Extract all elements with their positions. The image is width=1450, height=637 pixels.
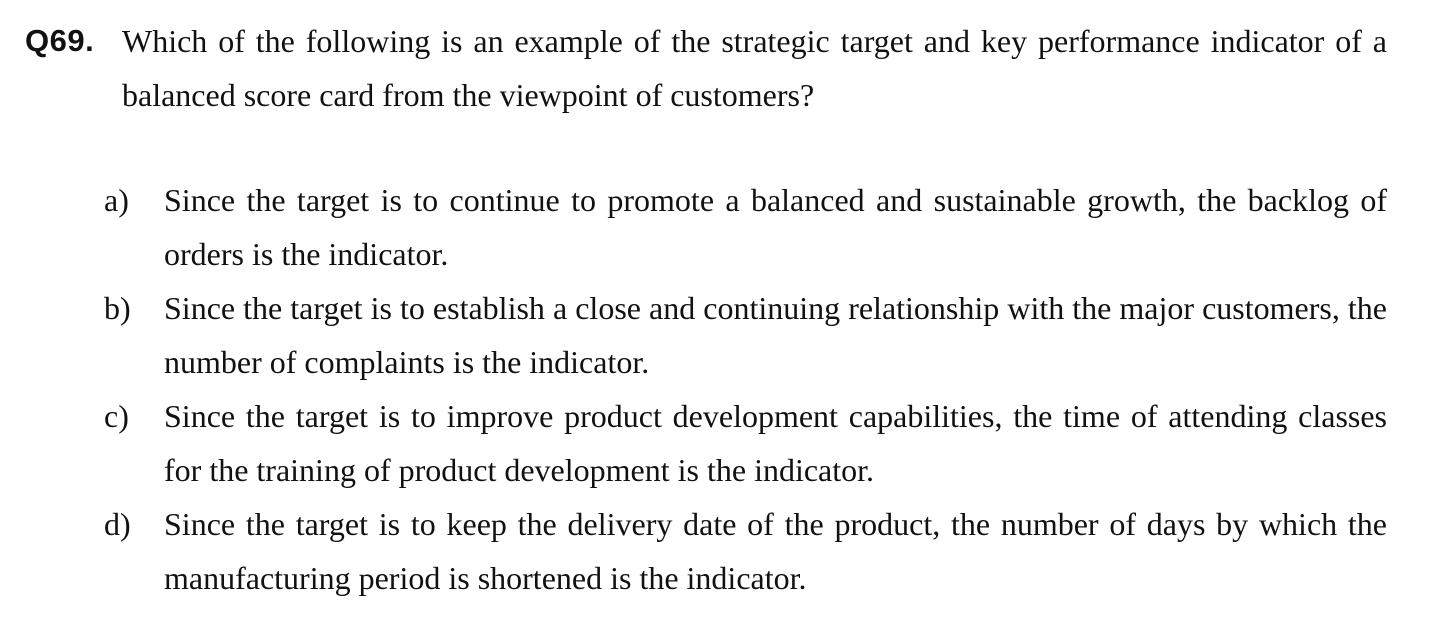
option-label: b) [104, 290, 131, 326]
option-label: d) [104, 506, 131, 542]
option-text: Since the target is to improve product d… [164, 398, 1387, 488]
option-label: a) [104, 182, 129, 218]
option-d: d) Since the target is to keep the deliv… [104, 497, 1387, 605]
answer-options: a) Since the target is to continue to pr… [104, 173, 1387, 605]
option-c: c) Since the target is to improve produc… [104, 389, 1387, 497]
question-text: Which of the following is an example of … [122, 23, 1387, 113]
question-block: Q69. Which of the following is an exampl… [25, 14, 1387, 122]
option-text: Since the target is to establish a close… [164, 290, 1387, 380]
option-a: a) Since the target is to continue to pr… [104, 173, 1387, 281]
question-row: Q69. Which of the following is an exampl… [25, 14, 1387, 122]
option-text: Since the target is to continue to promo… [164, 182, 1387, 272]
question-number: Q69. [25, 23, 95, 58]
option-label: c) [104, 398, 129, 434]
option-text: Since the target is to keep the delivery… [164, 506, 1387, 596]
option-b: b) Since the target is to establish a cl… [104, 281, 1387, 389]
